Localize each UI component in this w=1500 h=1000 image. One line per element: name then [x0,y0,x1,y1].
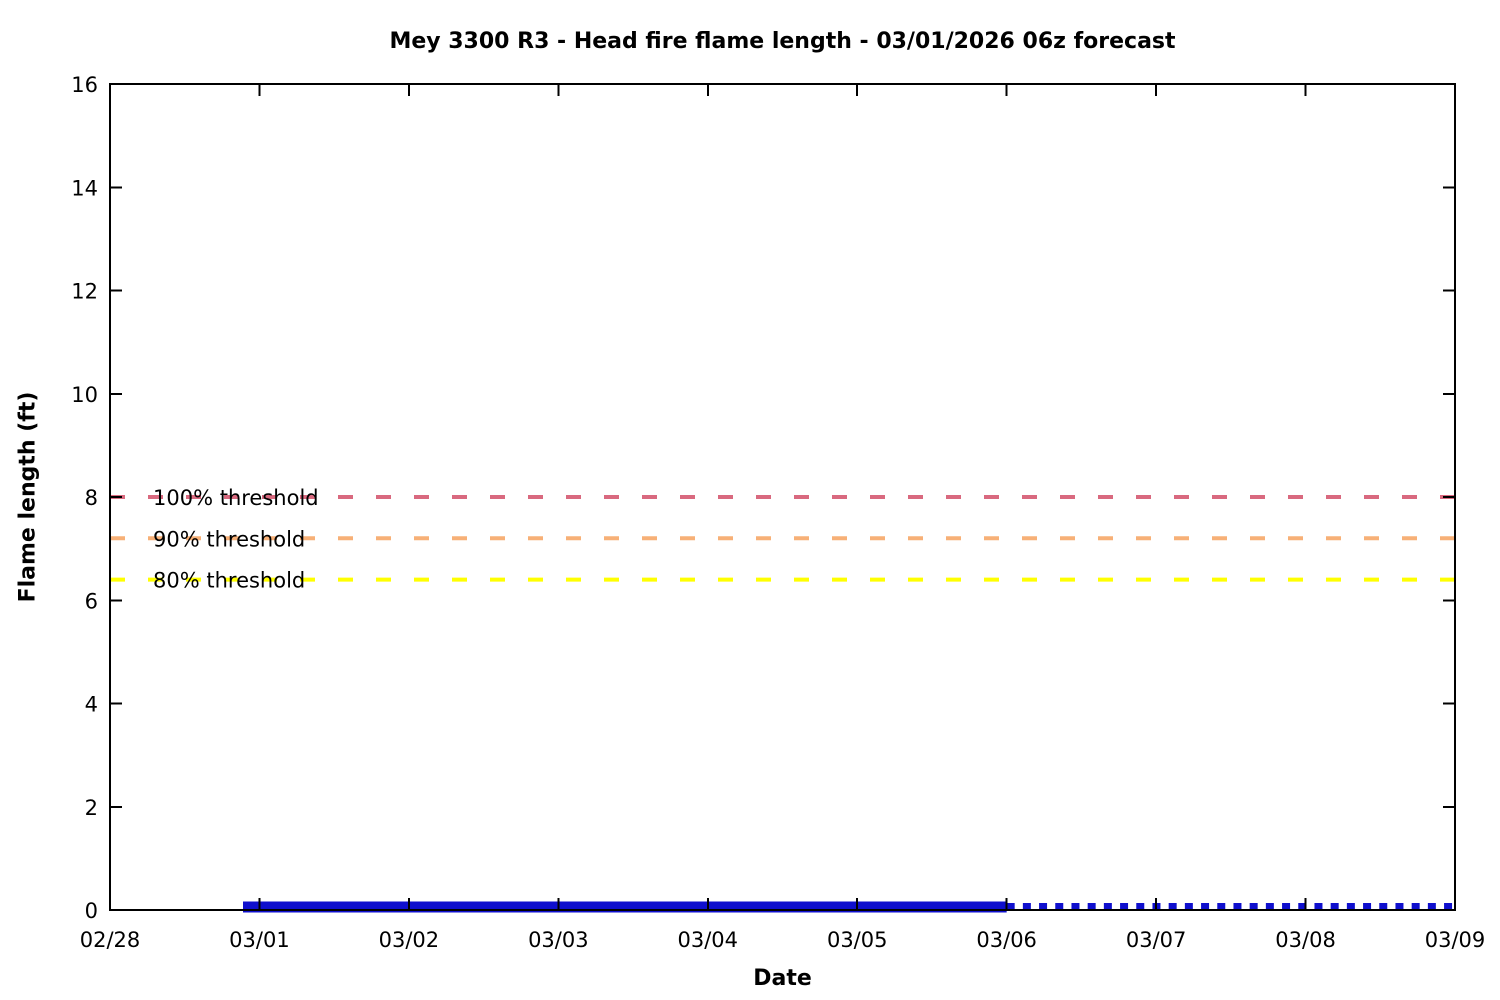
y-tick-label: 8 [85,486,98,510]
x-tick-label: 03/04 [678,928,739,952]
x-tick-label: 03/06 [976,928,1037,952]
chart-title: Mey 3300 R3 - Head fire flame length - 0… [389,29,1176,54]
x-tick-label: 03/03 [528,928,589,952]
x-tick-label: 03/08 [1275,928,1336,952]
y-tick-label: 16 [71,73,98,97]
threshold-label: 90% threshold [153,527,305,551]
x-tick-label: 02/28 [80,928,141,952]
x-axis-label: Date [753,966,812,991]
y-tick-label: 12 [71,280,98,304]
y-tick-label: 10 [71,383,98,407]
x-tick-label: 03/09 [1425,928,1486,952]
x-tick-label: 03/05 [827,928,888,952]
y-tick-label: 4 [85,693,98,717]
x-tick-label: 03/07 [1126,928,1187,952]
x-tick-label: 03/02 [379,928,440,952]
y-tick-label: 0 [85,899,98,923]
x-tick-label: 03/01 [229,928,290,952]
threshold-label: 100% threshold [153,486,319,510]
y-tick-label: 2 [85,796,98,820]
y-tick-label: 14 [71,176,98,200]
y-tick-label: 6 [85,589,98,613]
threshold-label: 80% threshold [153,569,305,593]
